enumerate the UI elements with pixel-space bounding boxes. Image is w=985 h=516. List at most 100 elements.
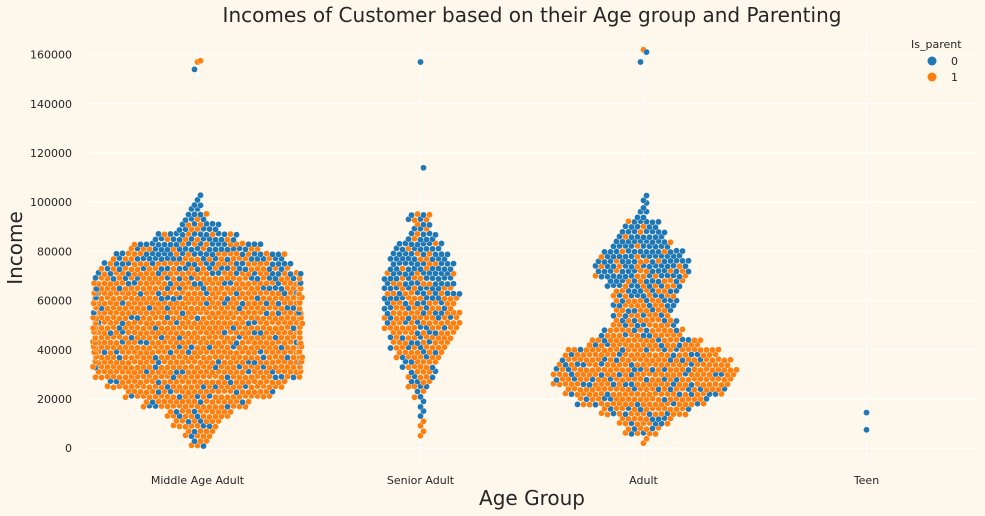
point-is-parent-0 (194, 314, 201, 322)
point-is-parent-1 (616, 391, 623, 398)
point-is-parent-1 (691, 356, 698, 364)
point-is-parent-1 (227, 309, 234, 317)
x-tick-label: Adult (629, 474, 658, 487)
point-is-parent-1 (450, 300, 457, 307)
point-is-parent-1 (423, 364, 430, 371)
point-is-parent-0 (212, 246, 219, 253)
point-is-parent-0 (450, 280, 457, 288)
point-is-parent-1 (604, 401, 611, 408)
point-is-parent-1 (248, 373, 255, 381)
point-is-parent-1 (393, 344, 400, 352)
y-tick-label: 120000 (30, 147, 72, 160)
point-is-parent-1 (194, 236, 201, 243)
point-is-parent-1 (218, 275, 225, 283)
point-is-parent-0 (417, 403, 424, 411)
legend-marker (927, 72, 937, 82)
point-is-parent-1 (146, 383, 153, 391)
point-is-parent-1 (206, 432, 213, 440)
point-is-parent-0 (628, 233, 635, 241)
point-is-parent-0 (191, 66, 198, 73)
point-is-parent-1 (197, 57, 204, 65)
point-is-parent-1 (426, 211, 433, 218)
point-is-parent-1 (583, 366, 590, 374)
legend: Is_parent 0 1 (911, 38, 962, 84)
point-is-parent-1 (92, 334, 99, 342)
point-is-parent-1 (212, 285, 219, 293)
point-is-parent-0 (191, 201, 198, 209)
point-is-parent-0 (275, 251, 282, 258)
point-is-parent-1 (589, 336, 596, 344)
point-is-parent-0 (652, 223, 659, 231)
point-is-parent-0 (685, 366, 692, 374)
point-is-parent-1 (411, 393, 418, 401)
point-is-parent-1 (218, 393, 225, 401)
point-is-parent-1 (107, 349, 114, 357)
point-is-parent-1 (414, 210, 421, 218)
point-is-parent-1 (417, 374, 424, 381)
point-is-parent-0 (137, 241, 144, 248)
point-is-parent-1 (200, 412, 207, 420)
point-is-parent-1 (390, 338, 397, 346)
point-is-parent-1 (155, 320, 162, 327)
point-is-parent-0 (640, 204, 647, 212)
point-is-parent-1 (236, 275, 243, 283)
point-is-parent-1 (450, 328, 457, 336)
point-is-parent-1 (604, 411, 611, 418)
point-is-parent-1 (140, 403, 147, 411)
point-is-parent-1 (224, 344, 231, 351)
y-tick-label: 100000 (30, 196, 72, 209)
point-is-parent-0 (275, 300, 282, 308)
point-is-parent-0 (438, 240, 445, 247)
point-is-parent-1 (122, 393, 129, 401)
point-is-parent-0 (432, 251, 439, 258)
point-is-parent-1 (227, 230, 234, 238)
point-is-parent-0 (574, 401, 581, 408)
point-is-parent-1 (263, 250, 270, 257)
point-is-parent-0 (101, 259, 108, 267)
point-is-parent-0 (625, 307, 632, 315)
point-is-parent-1 (715, 346, 722, 353)
point-is-parent-1 (727, 356, 734, 364)
point-is-parent-1 (420, 427, 427, 435)
point-is-parent-1 (98, 295, 105, 303)
point-is-parent-0 (134, 314, 141, 322)
point-is-parent-1 (649, 376, 656, 384)
point-is-parent-1 (405, 373, 412, 381)
point-is-parent-0 (559, 356, 566, 364)
point-is-parent-1 (643, 435, 650, 443)
point-is-parent-1 (248, 334, 255, 342)
point-is-parent-1 (652, 410, 659, 418)
point-is-parent-1 (167, 408, 174, 416)
point-is-parent-0 (613, 356, 620, 364)
point-is-parent-1 (254, 245, 261, 253)
point-is-parent-1 (191, 329, 198, 337)
point-is-parent-1 (200, 334, 207, 342)
point-is-parent-1 (456, 309, 463, 316)
point-is-parent-1 (116, 295, 123, 302)
point-is-parent-0 (643, 327, 650, 334)
point-is-parent-1 (420, 339, 427, 346)
point-is-parent-1 (152, 285, 159, 292)
point-is-parent-0 (444, 280, 451, 288)
point-is-parent-1 (89, 324, 97, 332)
point-is-parent-1 (236, 315, 243, 322)
point-is-parent-0 (622, 222, 629, 230)
point-is-parent-1 (128, 354, 135, 362)
point-is-parent-0 (381, 305, 388, 313)
point-is-parent-1 (634, 361, 641, 369)
point-is-parent-1 (173, 290, 180, 298)
point-is-parent-1 (411, 295, 418, 302)
point-is-parent-0 (417, 412, 424, 420)
point-is-parent-1 (173, 417, 180, 425)
point-is-parent-1 (242, 403, 249, 411)
y-tick-label: 80000 (37, 245, 72, 258)
chart-title: Incomes of Customer based on their Age g… (223, 3, 842, 27)
point-is-parent-0 (435, 275, 442, 283)
point-is-parent-1 (170, 314, 177, 322)
point-is-parent-1 (405, 383, 412, 391)
y-tick-label: 140000 (30, 98, 72, 111)
point-is-parent-0 (251, 240, 258, 248)
point-is-parent-1 (290, 344, 297, 352)
point-is-parent-1 (200, 354, 207, 361)
y-tick-label: 160000 (30, 49, 72, 62)
